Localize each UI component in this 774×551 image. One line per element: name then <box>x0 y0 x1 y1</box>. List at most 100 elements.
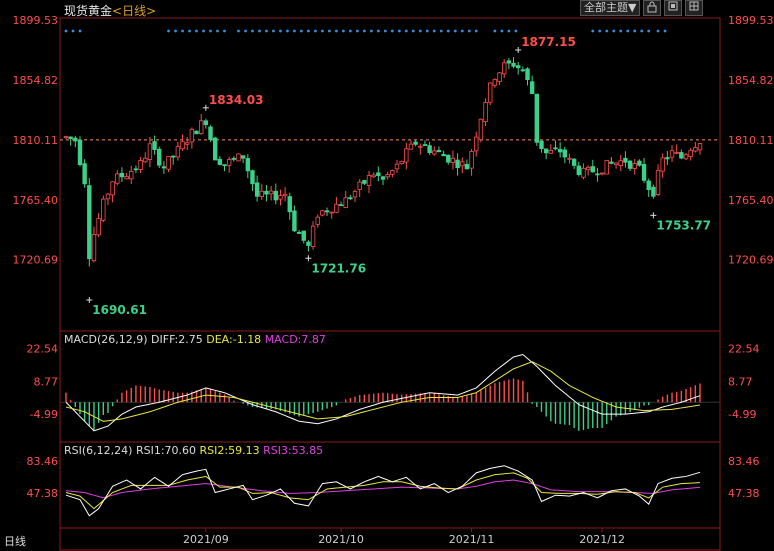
instrument-name: 现货黄金 <box>64 4 113 18</box>
signal-dot <box>209 29 212 33</box>
signal-dot <box>446 29 450 33</box>
macd-tick-label-left: 8.77 <box>34 375 59 388</box>
signal-dot <box>258 29 261 33</box>
candle-body <box>296 232 302 234</box>
candle-body <box>87 185 92 260</box>
candle-body <box>427 145 432 154</box>
candle-body <box>245 158 251 172</box>
price-tick-label-left: 1720.69 <box>13 254 59 267</box>
candle-body <box>338 204 344 207</box>
candle-body <box>683 154 689 160</box>
signal-dot <box>397 29 401 33</box>
fullscreen-icon[interactable] <box>664 0 683 16</box>
macd-tick-label-left: 22.54 <box>27 342 59 355</box>
signal-dot <box>362 29 366 33</box>
signal-dot <box>244 29 247 33</box>
candle-body <box>529 81 535 94</box>
candle-body <box>282 193 288 197</box>
signal-dot <box>188 29 191 33</box>
candle-body <box>581 167 586 178</box>
candle-body <box>436 150 442 153</box>
candle-body <box>553 147 558 150</box>
signal-dot <box>251 29 254 33</box>
candle-body <box>236 153 241 162</box>
candle-body <box>432 150 437 155</box>
signal-dot <box>390 29 394 33</box>
candle-body <box>422 144 428 146</box>
signal-dot <box>633 29 637 33</box>
signal-dot <box>320 29 324 33</box>
extreme-label: 1753.77 <box>656 218 711 232</box>
candle-body <box>171 155 176 158</box>
candle-body <box>520 69 526 72</box>
signal-dot <box>307 29 310 33</box>
signal-dot <box>425 29 429 33</box>
signal-dot <box>300 29 303 33</box>
candle-body <box>366 175 372 186</box>
candle-body <box>306 241 311 246</box>
candle-body <box>651 186 656 197</box>
signal-dot <box>647 29 651 33</box>
signal-dot <box>341 29 345 33</box>
candle-body <box>352 191 358 198</box>
signal-dot <box>460 29 464 33</box>
signal-dot <box>656 29 660 33</box>
candle-body <box>96 218 101 236</box>
candle-body <box>157 148 162 166</box>
price-tick-label-left: 1810.11 <box>13 134 59 147</box>
price-tick-label-right: 1810.11 <box>728 134 774 147</box>
candle-body <box>161 166 167 169</box>
candle-body <box>609 161 614 164</box>
rsi-tick-label-right: 83.46 <box>728 455 760 468</box>
x-tick-label: 2021/12 <box>579 533 625 546</box>
signal-dot <box>605 29 609 33</box>
candle-body <box>679 152 684 159</box>
candle-body <box>660 157 665 172</box>
extreme-label: 1834.03 <box>209 93 264 107</box>
signal-dot <box>167 29 170 33</box>
signal-dot <box>355 29 359 33</box>
lock-icon[interactable] <box>643 0 662 16</box>
candle-body <box>315 216 320 225</box>
candle-body <box>469 151 474 169</box>
signal-dot <box>64 29 68 33</box>
signal-dot <box>514 29 518 33</box>
candle-body <box>446 154 451 163</box>
price-tick-label-left: 1765.40 <box>13 194 59 207</box>
candle-body <box>408 143 414 150</box>
signal-dot <box>453 29 457 33</box>
candle-body <box>129 170 134 180</box>
timeframe-label[interactable]: 日线 <box>4 535 26 548</box>
candle-body <box>82 163 87 185</box>
signal-dot <box>174 29 177 33</box>
price-tick-label-right: 1899.53 <box>728 14 774 27</box>
candle-body <box>595 173 600 176</box>
candle-body <box>175 146 181 158</box>
signal-dot <box>181 29 184 33</box>
candle-body <box>567 157 572 160</box>
candle-body <box>669 150 675 158</box>
candle-body <box>101 198 106 221</box>
rsi-legend: RSI(6,12,24) RSI1:70.60 RSI2:59.13 RSI3:… <box>64 444 323 457</box>
extreme-label: 1690.61 <box>92 303 147 317</box>
candle-body <box>259 190 264 197</box>
signal-dot <box>474 29 478 33</box>
signal-dot <box>71 29 75 33</box>
candle-body <box>371 174 376 178</box>
candle-body <box>674 151 679 154</box>
macd-legend: MACD(26,12,9) DIFF:2.75 DEA:-1.18 MACD:7… <box>64 333 326 346</box>
signal-dot <box>286 29 289 33</box>
candle-body <box>310 225 316 247</box>
candle-body <box>502 62 507 75</box>
candle-body <box>147 143 153 160</box>
candle-body <box>105 193 111 200</box>
macd-tick-label-right: 8.77 <box>728 375 753 388</box>
rsi-tick-label-right: 47.38 <box>728 487 760 500</box>
period-selector[interactable]: <日线> <box>112 4 157 18</box>
grid-icon[interactable] <box>685 0 704 16</box>
signal-dot <box>500 29 504 33</box>
signal-dot <box>216 29 219 33</box>
candle-body <box>115 173 120 184</box>
theme-select-button[interactable]: 全部主题▼ <box>580 0 641 16</box>
